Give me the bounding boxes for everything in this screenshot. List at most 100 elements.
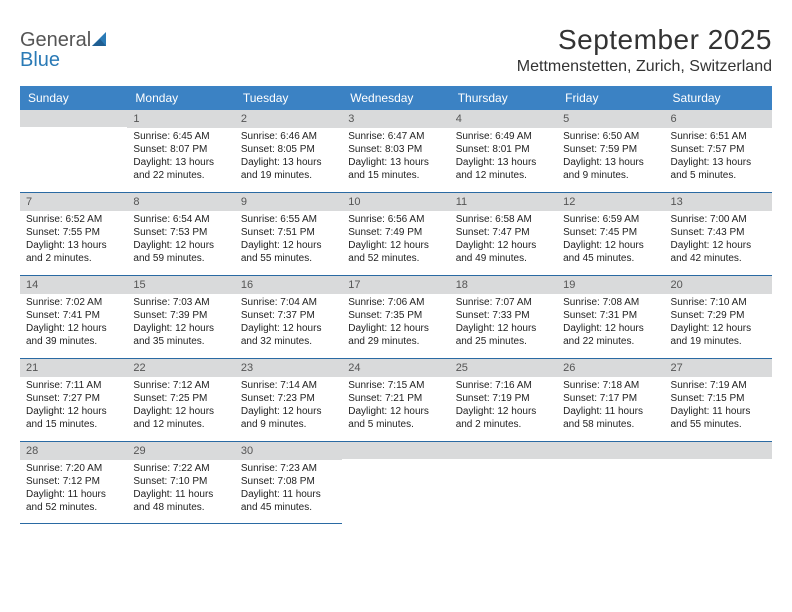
sunrise-text: Sunrise: 6:49 AM [456, 130, 551, 143]
brand-word2: Blue [20, 49, 60, 71]
sunset-text: Sunset: 7:21 PM [348, 392, 443, 405]
daylight-text: Daylight: 13 hours and 12 minutes. [456, 156, 551, 182]
sunrise-text: Sunrise: 6:46 AM [241, 130, 336, 143]
day-body: Sunrise: 7:02 AMSunset: 7:41 PMDaylight:… [20, 294, 127, 352]
sunrise-text: Sunrise: 6:45 AM [133, 130, 228, 143]
sunrise-text: Sunrise: 6:54 AM [133, 213, 228, 226]
day-cell: 4Sunrise: 6:49 AMSunset: 8:01 PMDaylight… [450, 110, 557, 192]
daylight-text: Daylight: 12 hours and 22 minutes. [563, 322, 658, 348]
sunrise-text: Sunrise: 7:10 AM [671, 296, 766, 309]
day-number: 17 [342, 276, 449, 294]
day-body: Sunrise: 6:49 AMSunset: 8:01 PMDaylight:… [450, 128, 557, 186]
sunset-text: Sunset: 7:29 PM [671, 309, 766, 322]
month-title: September 2025 [517, 24, 772, 56]
week-row: 21Sunrise: 7:11 AMSunset: 7:27 PMDayligh… [20, 359, 772, 442]
sunset-text: Sunset: 7:37 PM [241, 309, 336, 322]
daylight-text: Daylight: 12 hours and 9 minutes. [241, 405, 336, 431]
day-cell: 18Sunrise: 7:07 AMSunset: 7:33 PMDayligh… [450, 276, 557, 358]
dow-thursday: Thursday [450, 86, 557, 110]
day-cell: 14Sunrise: 7:02 AMSunset: 7:41 PMDayligh… [20, 276, 127, 358]
sunrise-text: Sunrise: 7:16 AM [456, 379, 551, 392]
day-number: 21 [20, 359, 127, 377]
day-cell: 20Sunrise: 7:10 AMSunset: 7:29 PMDayligh… [665, 276, 772, 358]
calendar-grid: Sunday Monday Tuesday Wednesday Thursday… [20, 86, 772, 524]
dow-monday: Monday [127, 86, 234, 110]
day-body: Sunrise: 7:14 AMSunset: 7:23 PMDaylight:… [235, 377, 342, 435]
day-cell [342, 442, 449, 524]
sunrise-text: Sunrise: 7:18 AM [563, 379, 658, 392]
day-number: 28 [20, 442, 127, 460]
sunset-text: Sunset: 7:35 PM [348, 309, 443, 322]
sunrise-text: Sunrise: 7:06 AM [348, 296, 443, 309]
sunset-text: Sunset: 7:47 PM [456, 226, 551, 239]
day-cell: 17Sunrise: 7:06 AMSunset: 7:35 PMDayligh… [342, 276, 449, 358]
daylight-text: Daylight: 12 hours and 39 minutes. [26, 322, 121, 348]
sunset-text: Sunset: 7:45 PM [563, 226, 658, 239]
daylight-text: Daylight: 12 hours and 59 minutes. [133, 239, 228, 265]
sunset-text: Sunset: 7:23 PM [241, 392, 336, 405]
daylight-text: Daylight: 12 hours and 42 minutes. [671, 239, 766, 265]
sunset-text: Sunset: 8:03 PM [348, 143, 443, 156]
location-text: Mettmenstetten, Zurich, Switzerland [517, 58, 772, 76]
day-body: Sunrise: 6:59 AMSunset: 7:45 PMDaylight:… [557, 211, 664, 269]
weeks-container: 1Sunrise: 6:45 AMSunset: 8:07 PMDaylight… [20, 110, 772, 524]
day-number: 7 [20, 193, 127, 211]
day-cell: 5Sunrise: 6:50 AMSunset: 7:59 PMDaylight… [557, 110, 664, 192]
brand-logo: General Blue [20, 24, 110, 70]
sunset-text: Sunset: 7:51 PM [241, 226, 336, 239]
day-body: Sunrise: 7:00 AMSunset: 7:43 PMDaylight:… [665, 211, 772, 269]
day-number: 1 [127, 110, 234, 128]
day-number [20, 110, 127, 127]
daylight-text: Daylight: 11 hours and 55 minutes. [671, 405, 766, 431]
sunrise-text: Sunrise: 7:03 AM [133, 296, 228, 309]
day-body: Sunrise: 7:15 AMSunset: 7:21 PMDaylight:… [342, 377, 449, 435]
day-number: 15 [127, 276, 234, 294]
daylight-text: Daylight: 12 hours and 35 minutes. [133, 322, 228, 348]
daylight-text: Daylight: 12 hours and 15 minutes. [26, 405, 121, 431]
day-number: 30 [235, 442, 342, 460]
day-number: 19 [557, 276, 664, 294]
day-body: Sunrise: 7:16 AMSunset: 7:19 PMDaylight:… [450, 377, 557, 435]
daylight-text: Daylight: 12 hours and 45 minutes. [563, 239, 658, 265]
daylight-text: Daylight: 12 hours and 2 minutes. [456, 405, 551, 431]
day-body: Sunrise: 7:12 AMSunset: 7:25 PMDaylight:… [127, 377, 234, 435]
day-cell: 23Sunrise: 7:14 AMSunset: 7:23 PMDayligh… [235, 359, 342, 441]
daylight-text: Daylight: 12 hours and 52 minutes. [348, 239, 443, 265]
sail-icon [92, 30, 110, 50]
day-number: 26 [557, 359, 664, 377]
day-body: Sunrise: 6:51 AMSunset: 7:57 PMDaylight:… [665, 128, 772, 186]
day-cell: 29Sunrise: 7:22 AMSunset: 7:10 PMDayligh… [127, 442, 234, 524]
day-cell: 9Sunrise: 6:55 AMSunset: 7:51 PMDaylight… [235, 193, 342, 275]
day-number: 18 [450, 276, 557, 294]
day-cell: 26Sunrise: 7:18 AMSunset: 7:17 PMDayligh… [557, 359, 664, 441]
daylight-text: Daylight: 13 hours and 5 minutes. [671, 156, 766, 182]
day-cell: 22Sunrise: 7:12 AMSunset: 7:25 PMDayligh… [127, 359, 234, 441]
sunrise-text: Sunrise: 7:22 AM [133, 462, 228, 475]
day-number: 12 [557, 193, 664, 211]
week-row: 28Sunrise: 7:20 AMSunset: 7:12 PMDayligh… [20, 442, 772, 524]
sunrise-text: Sunrise: 7:19 AM [671, 379, 766, 392]
day-body: Sunrise: 7:18 AMSunset: 7:17 PMDaylight:… [557, 377, 664, 435]
day-cell: 21Sunrise: 7:11 AMSunset: 7:27 PMDayligh… [20, 359, 127, 441]
day-number: 3 [342, 110, 449, 128]
day-number: 16 [235, 276, 342, 294]
day-cell [557, 442, 664, 524]
sunrise-text: Sunrise: 7:15 AM [348, 379, 443, 392]
day-number: 14 [20, 276, 127, 294]
day-cell: 8Sunrise: 6:54 AMSunset: 7:53 PMDaylight… [127, 193, 234, 275]
sunrise-text: Sunrise: 7:07 AM [456, 296, 551, 309]
day-number: 6 [665, 110, 772, 128]
day-cell: 27Sunrise: 7:19 AMSunset: 7:15 PMDayligh… [665, 359, 772, 441]
day-cell: 13Sunrise: 7:00 AMSunset: 7:43 PMDayligh… [665, 193, 772, 275]
day-cell: 3Sunrise: 6:47 AMSunset: 8:03 PMDaylight… [342, 110, 449, 192]
sunrise-text: Sunrise: 7:08 AM [563, 296, 658, 309]
day-body: Sunrise: 7:04 AMSunset: 7:37 PMDaylight:… [235, 294, 342, 352]
brand-word1: General [20, 29, 91, 51]
day-body: Sunrise: 7:10 AMSunset: 7:29 PMDaylight:… [665, 294, 772, 352]
day-body: Sunrise: 6:56 AMSunset: 7:49 PMDaylight:… [342, 211, 449, 269]
day-body: Sunrise: 6:46 AMSunset: 8:05 PMDaylight:… [235, 128, 342, 186]
sunrise-text: Sunrise: 7:14 AM [241, 379, 336, 392]
day-body: Sunrise: 6:50 AMSunset: 7:59 PMDaylight:… [557, 128, 664, 186]
daylight-text: Daylight: 12 hours and 32 minutes. [241, 322, 336, 348]
sunrise-text: Sunrise: 7:11 AM [26, 379, 121, 392]
